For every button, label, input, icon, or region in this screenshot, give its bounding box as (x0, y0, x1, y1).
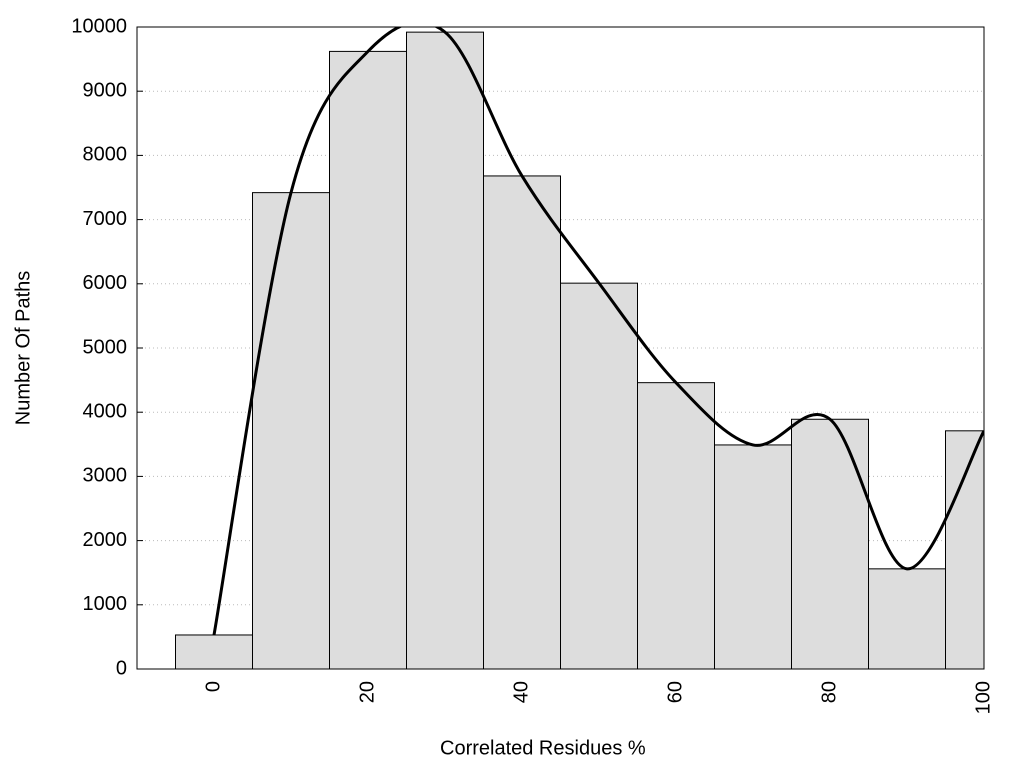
y-tick-label: 7000 (83, 208, 128, 230)
bar (945, 430, 984, 669)
x-tick-label: 100 (972, 681, 994, 714)
smooth-curve (212, 27, 984, 636)
plot-area (175, 27, 984, 669)
y-tick-label: 3000 (83, 465, 128, 487)
bar (637, 382, 715, 669)
bar (714, 444, 792, 669)
y-tick-label: 4000 (83, 400, 128, 422)
y-tick-label: 5000 (83, 336, 128, 358)
y-tick-label: 6000 (83, 272, 128, 294)
x-tick-label: 0 (202, 681, 224, 692)
x-tick-label: 40 (510, 681, 532, 703)
bar (406, 31, 484, 669)
y-tick-label: 1000 (83, 593, 128, 615)
x-tick-label: 60 (664, 681, 686, 703)
y-tick-label: 0 (116, 657, 127, 679)
y-tick-label: 10000 (71, 15, 127, 37)
y-tick-label: 2000 (83, 529, 128, 551)
plot-frame (136, 26, 985, 670)
bar (252, 192, 330, 669)
bar (560, 282, 638, 669)
y-tick-label: 9000 (83, 79, 128, 101)
y-tick-label: 8000 (83, 144, 128, 166)
y-axis-label: Number Of Paths (12, 271, 34, 426)
bar (791, 418, 869, 669)
x-tick-label: 20 (356, 681, 378, 703)
x-tick-label: 80 (818, 681, 840, 703)
bar (175, 634, 253, 669)
bar (483, 175, 561, 669)
bar (868, 568, 946, 669)
bar (329, 50, 407, 669)
x-axis-label: Correlated Residues % (440, 737, 646, 759)
